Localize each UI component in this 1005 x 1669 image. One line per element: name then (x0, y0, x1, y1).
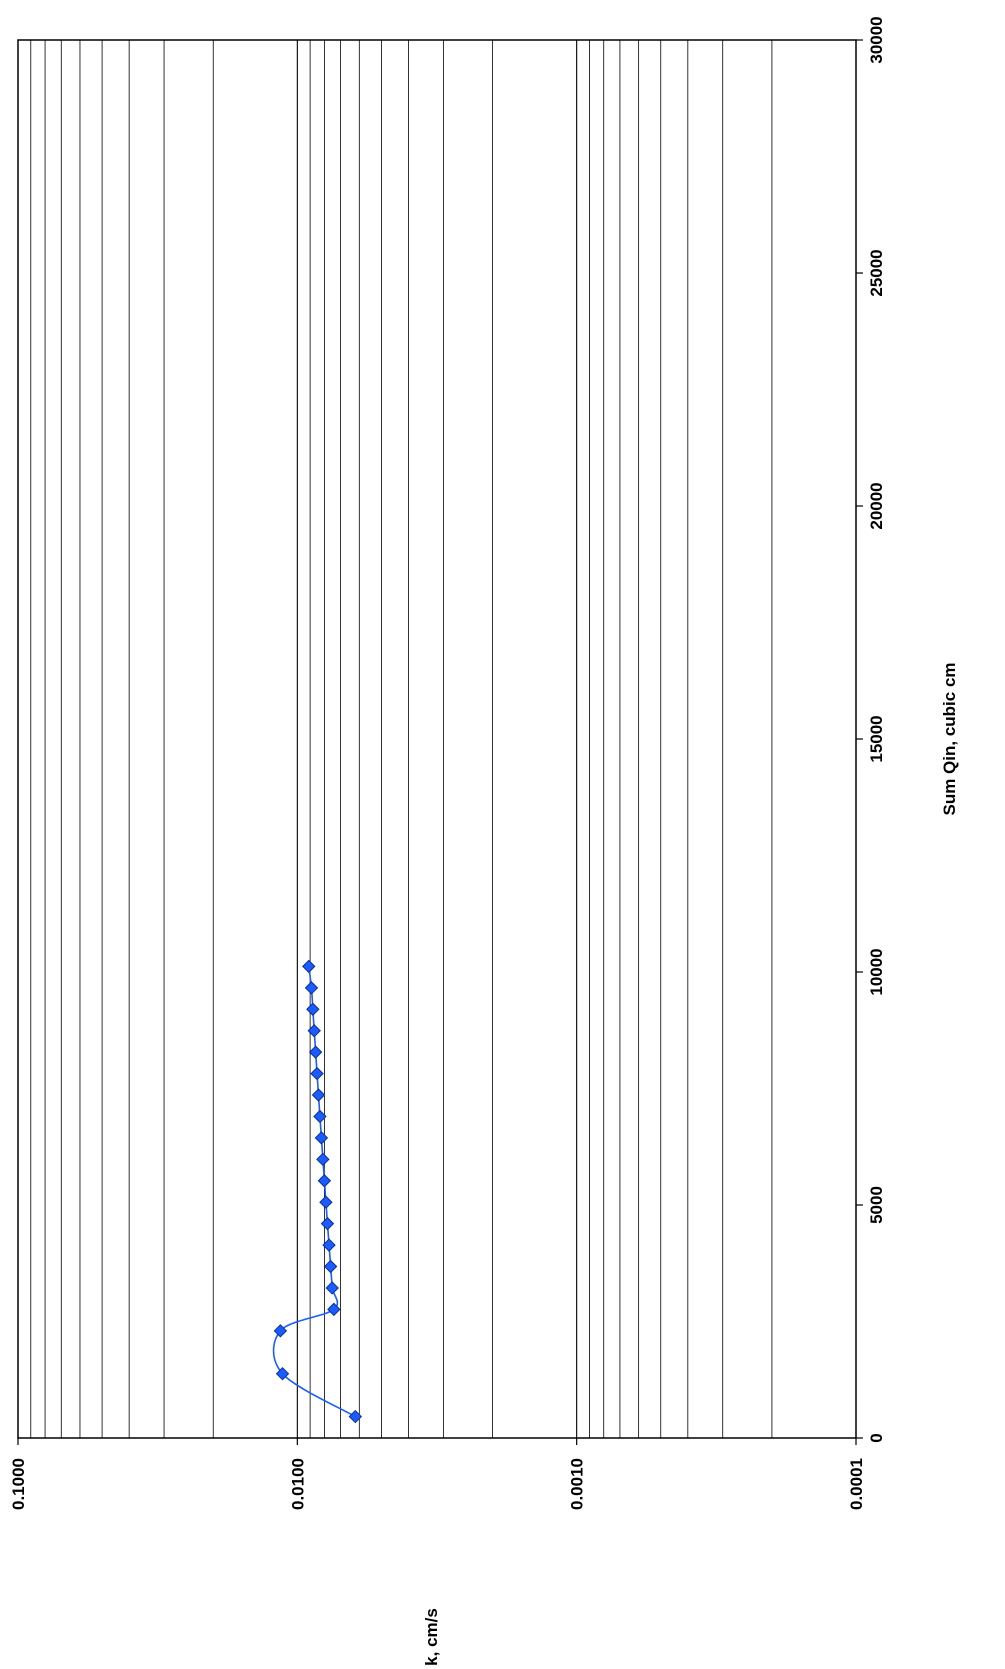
data-point-marker (316, 1152, 330, 1167)
y-tick-label: 0.0100 (288, 1458, 307, 1510)
x-tick-label: 10000 (867, 948, 886, 995)
data-point-marker (306, 1002, 320, 1016)
y-tick-label: 0.0010 (568, 1458, 587, 1510)
x-tick-label: 25000 (867, 249, 886, 296)
data-point-marker (323, 1259, 338, 1274)
data-point-marker (273, 1324, 288, 1338)
data-point-marker (310, 1066, 324, 1081)
data-point-marker (320, 1216, 335, 1231)
data-point-marker (322, 1238, 336, 1252)
x-tick-label: 5000 (867, 1186, 886, 1224)
x-tick-label: 30000 (867, 16, 886, 63)
data-point-marker (319, 1195, 333, 1209)
data-point-marker (308, 1045, 323, 1059)
x-tick-label: 15000 (867, 715, 886, 762)
data-point-marker (325, 1281, 339, 1295)
x-axis-title: Sum Qin, cubic cm (940, 662, 959, 815)
y-axis-ticks: 0.0001 0.0010 0.0100 0.1000 (9, 1438, 866, 1510)
x-axis-ticks: 0 5000 10000 15000 20000 25000 30000 (856, 16, 886, 1443)
data-point-marker (348, 1409, 363, 1424)
data-point-marker (327, 1302, 341, 1317)
gridlines (30, 40, 773, 1438)
x-tick-label: 0 (867, 1433, 886, 1442)
data-point-marker (314, 1131, 329, 1145)
data-point-marker (311, 1088, 326, 1102)
plot-area (17, 39, 857, 1439)
data-point-marker (317, 1174, 332, 1188)
data-point-marker (302, 959, 316, 974)
x-tick-label: 20000 (867, 482, 886, 529)
data-point-marker (275, 1366, 290, 1381)
y-axis-title: k, cm/s (422, 1608, 441, 1666)
data-point-marker (307, 1024, 321, 1038)
y-tick-label: 0.0001 (847, 1458, 866, 1510)
data-point-marker (313, 1109, 327, 1124)
y-tick-label: 0.1000 (9, 1458, 28, 1510)
series-markers (273, 959, 363, 1424)
data-point-marker (304, 981, 319, 995)
